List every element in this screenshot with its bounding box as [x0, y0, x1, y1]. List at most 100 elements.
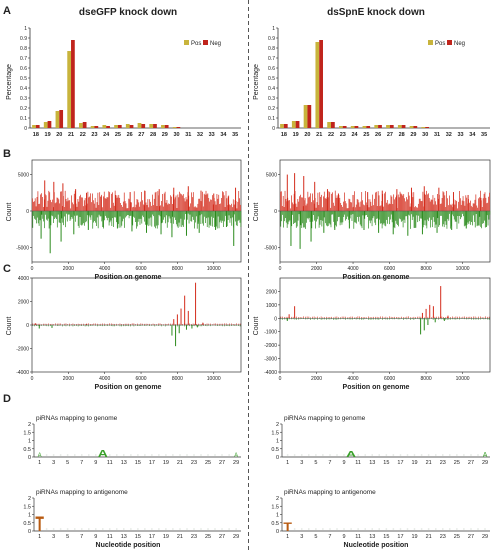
- logo-minor-letter: =: [214, 453, 216, 457]
- x-tick-label: 35: [232, 132, 238, 138]
- y-tick-label: -5000: [16, 245, 29, 251]
- y-tick-label: -2000: [16, 347, 29, 353]
- x-tick-label: 4000: [347, 266, 358, 272]
- x-tick-label: 0: [279, 376, 282, 382]
- bar-neg: [59, 110, 64, 128]
- y-tick-label: 0.5: [268, 76, 275, 82]
- logo-minor-letter: =: [301, 527, 303, 531]
- x-tick-label: 2000: [311, 376, 322, 382]
- logo-minor-letter: =: [407, 453, 409, 457]
- y-tick-label: 0.5: [271, 447, 279, 453]
- x-tick-label: 3: [52, 460, 55, 466]
- x-tick-label: 21: [177, 460, 183, 466]
- x-tick-label: 15: [383, 534, 389, 540]
- bar-pos: [374, 125, 379, 128]
- y-tick-label: 0: [276, 455, 279, 461]
- y-tick-label: 0.7: [268, 56, 275, 62]
- y-tick-label: 2: [276, 496, 279, 502]
- logo-letter-A: A: [234, 453, 238, 459]
- x-tick-label: 21: [177, 534, 183, 540]
- logo-minor-letter: =: [151, 453, 153, 457]
- logo-minor-letter: =: [46, 453, 48, 457]
- y-tick-label: 0: [272, 126, 275, 132]
- panel-b-right-ylabel: Count: [253, 203, 260, 222]
- logo-minor-letter: =: [123, 527, 125, 531]
- y-tick-label: 2000: [18, 300, 29, 306]
- bar-neg: [378, 125, 382, 128]
- bar-neg: [71, 40, 75, 128]
- logo-minor-letter: =: [158, 527, 160, 531]
- y-tick-label: 0.1: [20, 116, 27, 122]
- logo-minor-letter: =: [144, 453, 146, 457]
- x-tick-label: 10000: [207, 376, 221, 382]
- logo-minor-letter: =: [442, 527, 444, 531]
- bar-neg: [319, 40, 323, 128]
- x-tick-label: 23: [191, 534, 197, 540]
- x-tick-label: 8000: [172, 266, 183, 272]
- logo-minor-letter: =: [463, 453, 465, 457]
- y-tick-label: 0.5: [23, 521, 31, 527]
- x-tick-label: 23: [191, 460, 197, 466]
- panel-c-left-ylabel: Count: [6, 317, 13, 336]
- panel-c-right-xlabel: Position on genome: [343, 384, 410, 391]
- x-tick-label: 3: [300, 534, 303, 540]
- legend-swatch-pos: [428, 40, 433, 45]
- x-tick-label: 7: [80, 460, 83, 466]
- x-tick-label: 19: [163, 460, 169, 466]
- x-tick-label: 26: [127, 132, 133, 138]
- x-tick-label: 13: [121, 460, 127, 466]
- logo-minor-letter: =: [67, 453, 69, 457]
- x-tick-label: 25: [115, 132, 121, 138]
- bar-pos: [350, 126, 355, 128]
- bar-neg: [94, 126, 99, 128]
- x-tick-label: 27: [138, 132, 144, 138]
- logo-minor-letter: =: [378, 527, 380, 531]
- panel-d-right-xlabel: Nucleotide position: [344, 542, 409, 549]
- y-tick-label: 0: [276, 529, 279, 535]
- logo-minor-letter: =: [74, 453, 76, 457]
- y-tick-label: 0.2: [20, 106, 27, 112]
- x-tick-label: 7: [80, 534, 83, 540]
- logo-minor-letter: =: [357, 453, 359, 457]
- bar-neg: [35, 125, 40, 128]
- x-tick-label: 4000: [347, 376, 358, 382]
- bar-neg: [413, 126, 418, 128]
- x-tick-label: 2000: [311, 266, 322, 272]
- bar-neg: [153, 124, 157, 128]
- x-tick-label: 31: [185, 132, 191, 138]
- panel-a-right-chart: 0 0.1 0.2 0.3 0.4 0.5 0.6 0.7 0.8 0.9 1 18 19 20 21 22 2…: [268, 26, 490, 138]
- bar-pos: [161, 125, 165, 128]
- x-tick-label: 17: [397, 460, 403, 466]
- bar-neg: [295, 121, 300, 128]
- logo-minor-letter: =: [102, 453, 104, 457]
- x-tick-label: 1: [286, 460, 289, 466]
- logo-minor-letter: =: [109, 527, 111, 531]
- bar-neg: [331, 122, 335, 128]
- panel-a-right-ylabel: Percentage: [253, 64, 260, 100]
- logo-minor-letter: =: [200, 453, 202, 457]
- logo-minor-letter: =: [228, 453, 230, 457]
- x-tick-label: 20: [56, 132, 62, 138]
- bar-pos: [280, 124, 284, 128]
- y-tick-label: 1: [28, 513, 31, 519]
- x-tick-label: 25: [454, 534, 460, 540]
- logo-minor-letter: =: [179, 527, 181, 531]
- y-tick-label: 0: [274, 316, 277, 322]
- panel-a-right-title: dsSpnE knock down: [327, 7, 425, 18]
- x-tick-label: 23: [91, 132, 97, 138]
- logo-minor-letter: =: [294, 453, 296, 457]
- bar-neg: [164, 125, 169, 128]
- y-tick-label: 0: [28, 529, 31, 535]
- logo-minor-letter: =: [95, 453, 97, 457]
- panel-c-left-xlabel: Position on genome: [95, 384, 162, 391]
- bar-neg: [401, 125, 406, 128]
- x-tick-label: 25: [363, 132, 369, 138]
- logo-minor-letter: =: [287, 527, 289, 531]
- bar-neg: [141, 124, 146, 128]
- y-tick-label: 4000: [18, 276, 29, 282]
- logo-minor-letter: =: [151, 527, 153, 531]
- logo-minor-letter: =: [385, 453, 387, 457]
- y-tick-label: 0.4: [268, 86, 275, 92]
- x-tick-label: 6000: [135, 266, 146, 272]
